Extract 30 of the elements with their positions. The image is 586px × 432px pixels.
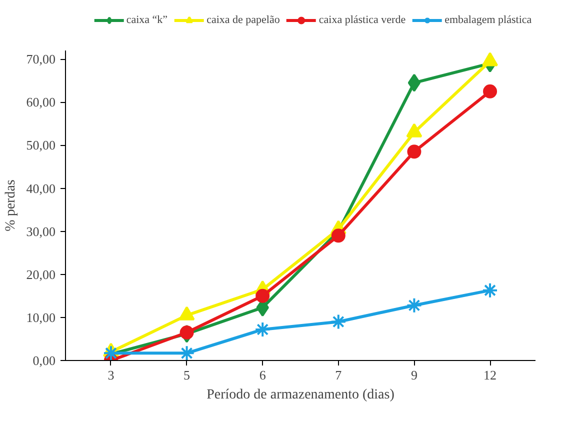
y-tick-label: 70,00 bbox=[26, 52, 56, 67]
legend-label: caixa “k” bbox=[126, 14, 168, 26]
legend-label: caixa de papelão bbox=[206, 14, 280, 26]
x-tick-label: 3 bbox=[108, 368, 114, 382]
point bbox=[330, 314, 346, 330]
point bbox=[180, 326, 194, 340]
y-tick-label: 10,00 bbox=[26, 310, 56, 325]
y-tick-label: 40,00 bbox=[26, 180, 56, 196]
point bbox=[256, 288, 270, 303]
y-axis-title: % perdas bbox=[3, 180, 18, 232]
y-tick-label: 0,00 bbox=[32, 353, 56, 368]
y-tick-label: 60,00 bbox=[26, 94, 56, 110]
x-tick-label: 12 bbox=[484, 368, 497, 382]
x-tick-label: 9 bbox=[410, 368, 418, 382]
x-tick-label: 6 bbox=[259, 368, 266, 382]
point bbox=[406, 297, 422, 314]
x-tick-label: 7 bbox=[335, 368, 342, 382]
x-tick-label: 5 bbox=[184, 368, 190, 382]
point bbox=[408, 74, 421, 92]
point bbox=[254, 322, 271, 338]
x-axis-title: Período de armazenamento (dias) bbox=[206, 388, 395, 402]
point bbox=[483, 84, 498, 98]
point bbox=[407, 144, 422, 159]
y-tick-label: 30,00 bbox=[26, 224, 56, 239]
y-tick-label: 50,00 bbox=[26, 138, 56, 153]
legend-label: caixa plástica verde bbox=[318, 14, 406, 26]
point bbox=[482, 282, 498, 298]
y-tick-label: 20,00 bbox=[26, 266, 56, 282]
legend-label: embalagem plástica bbox=[444, 14, 532, 26]
point bbox=[331, 228, 346, 243]
